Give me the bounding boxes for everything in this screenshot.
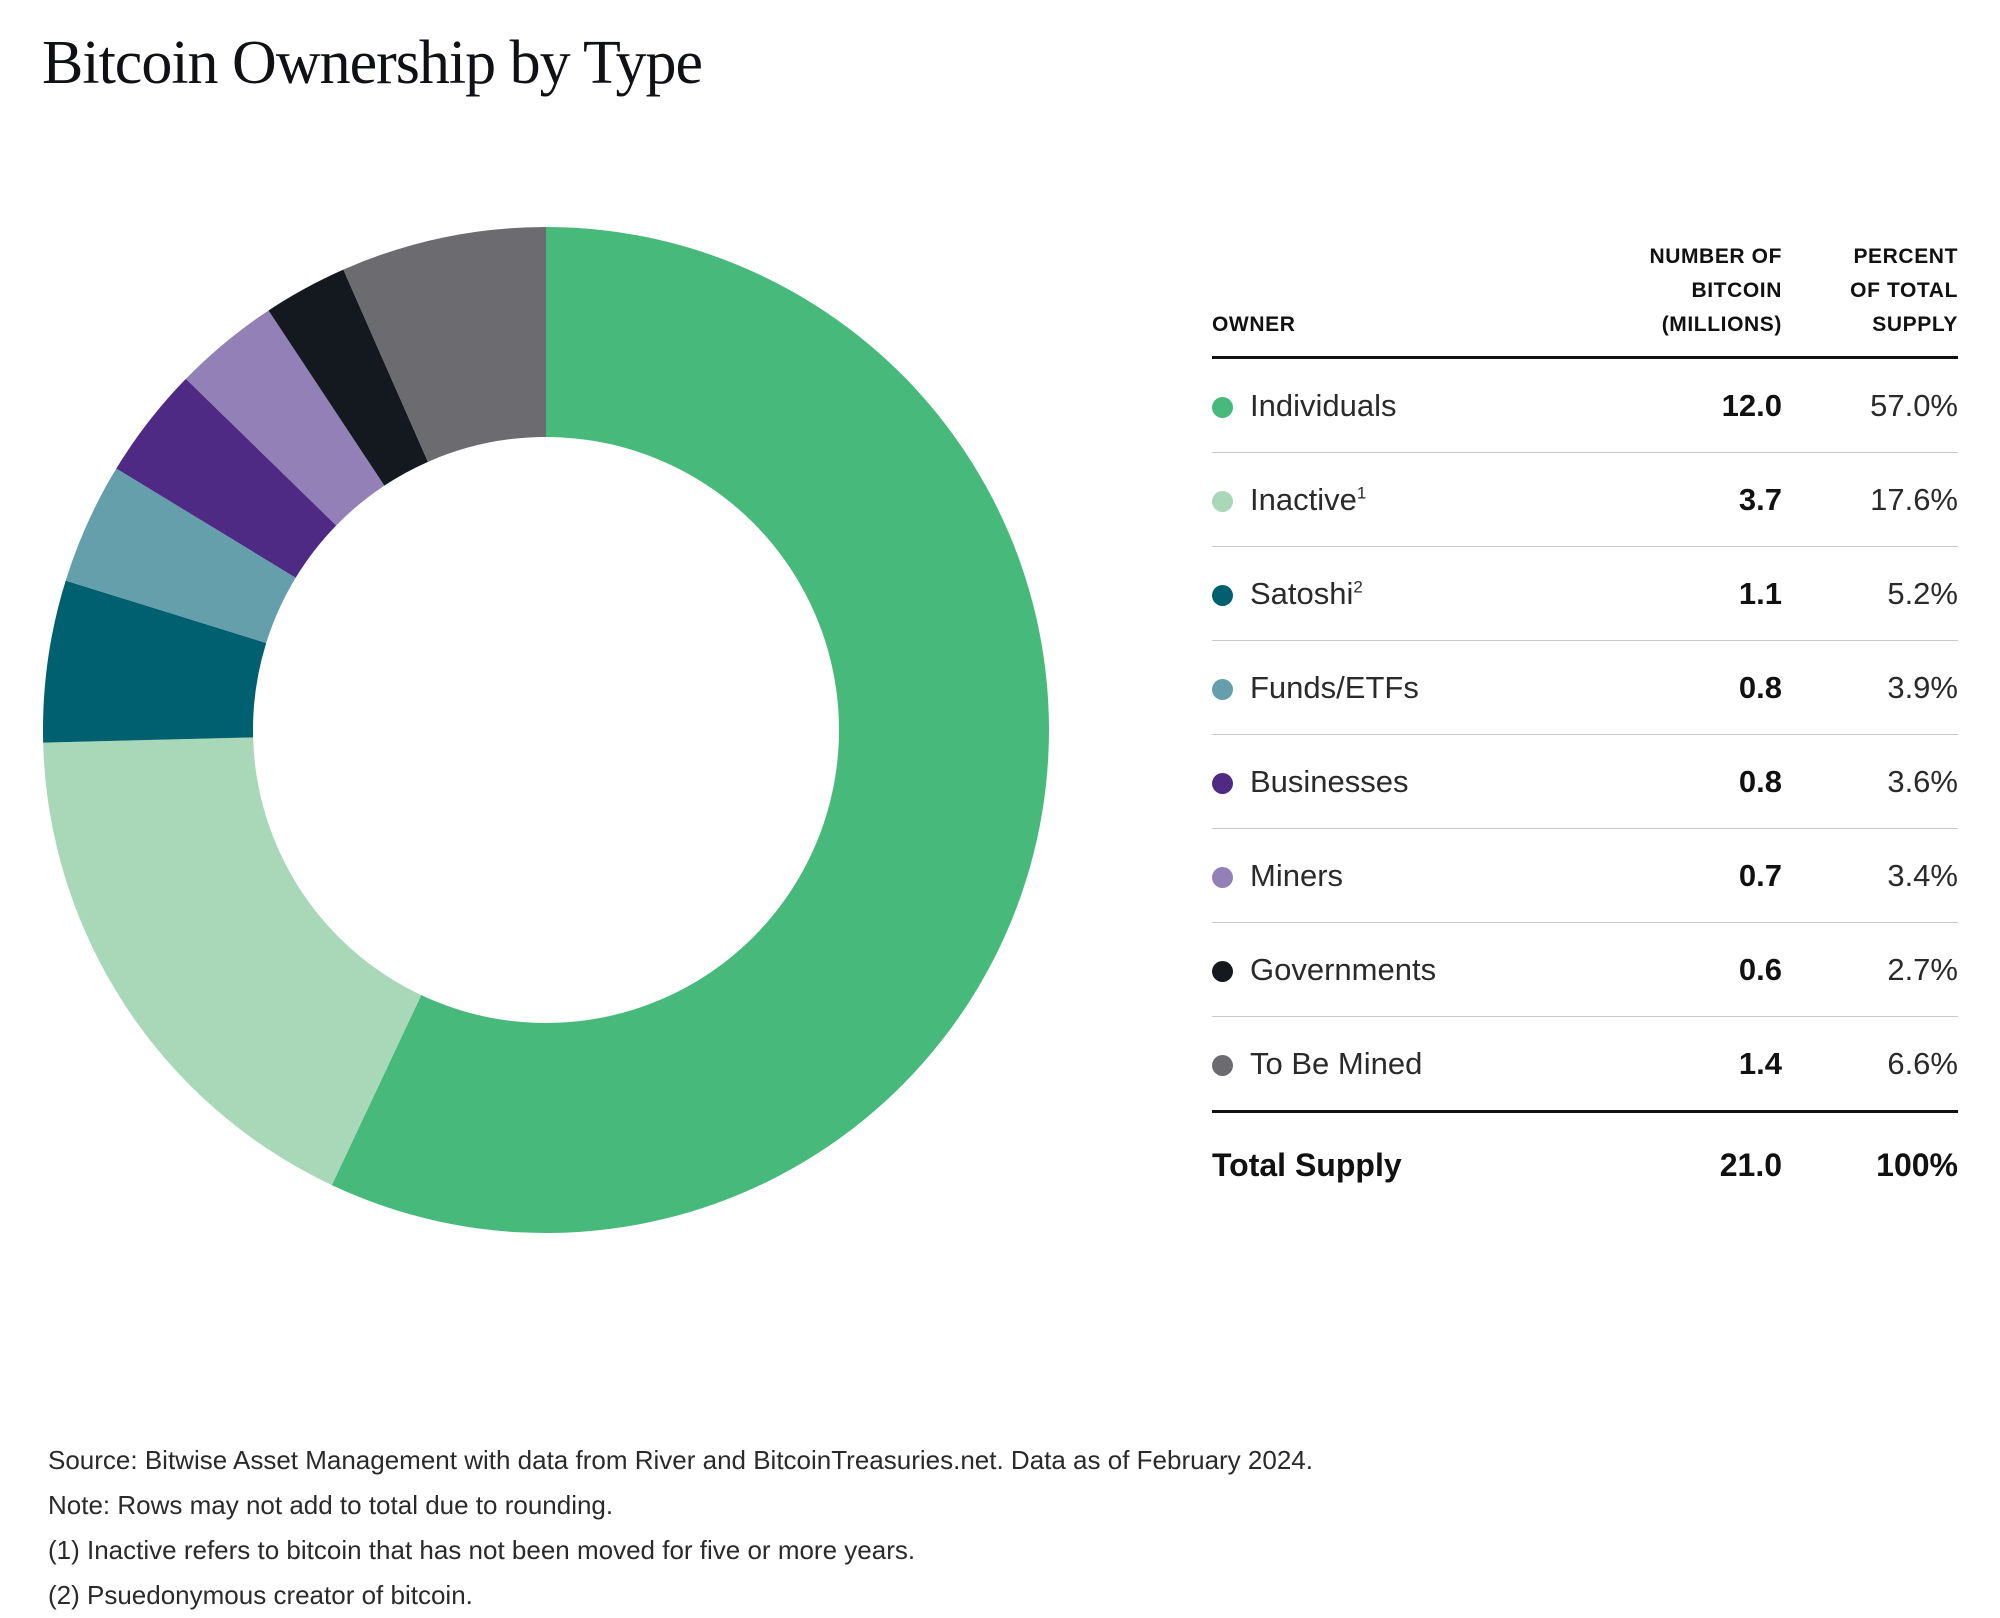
table-row: Satoshi2 1.1 5.2%: [1212, 547, 1958, 641]
donut-slice-businesses: [116, 378, 337, 578]
owner-name: Funds/ETFs: [1250, 641, 1419, 734]
donut-chart: [43, 227, 1049, 1233]
header-percent-line: SUPPLY: [1872, 313, 1958, 336]
bitcoin-millions-value: 0.8: [1738, 764, 1782, 799]
owner-name: Governments: [1250, 923, 1436, 1016]
legend-dot-icon: [1212, 961, 1233, 982]
footnote-marker: 2: [1353, 577, 1363, 597]
bitcoin-millions-value: 12.0: [1721, 388, 1782, 423]
owner-name-text: Inactive: [1250, 482, 1357, 517]
legend-dot-icon: [1212, 491, 1233, 512]
total-number: 21.0: [1719, 1147, 1782, 1183]
percent-value: 57.0%: [1870, 388, 1958, 423]
table-row: Individuals 12.0 57.0%: [1212, 359, 1958, 453]
legend-dot-icon: [1212, 585, 1233, 606]
donut-slice-to-be-mined: [343, 227, 546, 462]
owner-name: Miners: [1250, 829, 1343, 922]
owner-name-text: Businesses: [1250, 764, 1409, 799]
percent-value: 2.7%: [1887, 952, 1958, 987]
owner-name-text: Satoshi: [1250, 576, 1354, 611]
percent-value: 3.4%: [1887, 858, 1958, 893]
table-row: To Be Mined 1.4 6.6%: [1212, 1017, 1958, 1113]
table-header: OWNER NUMBER OF BITCOIN (MILLIONS) PERCE…: [1212, 240, 1958, 359]
table-row: Funds/ETFs 0.8 3.9%: [1212, 641, 1958, 735]
owner-name-text: To Be Mined: [1250, 1046, 1423, 1081]
legend-dot-icon: [1212, 1055, 1233, 1076]
footnotes: Source: Bitwise Asset Management with da…: [48, 1438, 1313, 1618]
footnote-1: (1) Inactive refers to bitcoin that has …: [48, 1535, 916, 1565]
bitcoin-millions-value: 0.7: [1738, 858, 1782, 893]
header-number-line: BITCOIN: [1691, 279, 1782, 302]
owner-name-text: Funds/ETFs: [1250, 670, 1419, 705]
percent-value: 17.6%: [1870, 482, 1958, 517]
source-note: Source: Bitwise Asset Management with da…: [48, 1445, 1313, 1475]
footnote-2: (2) Psuedonymous creator of bitcoin.: [48, 1580, 473, 1610]
ownership-table: OWNER NUMBER OF BITCOIN (MILLIONS) PERCE…: [1212, 240, 1958, 1217]
bitcoin-millions-value: 0.8: [1738, 670, 1782, 705]
donut-slice-inactive: [43, 737, 422, 1186]
owner-name-text: Individuals: [1250, 388, 1397, 423]
donut-slice-governments: [268, 269, 428, 486]
chart-title: Bitcoin Ownership by Type: [42, 29, 703, 97]
header-percent-of-total-supply: PERCENT OF TOTAL SUPPLY: [1798, 240, 1958, 342]
legend-dot-icon: [1212, 773, 1233, 794]
owner-name-text: Miners: [1250, 858, 1344, 893]
owner-name-text: Governments: [1250, 952, 1437, 987]
total-row: Total Supply 21.0 100%: [1212, 1113, 1958, 1217]
header-number-of-bitcoin: NUMBER OF BITCOIN (MILLIONS): [1582, 240, 1782, 342]
table-row: Inactive1 3.7 17.6%: [1212, 453, 1958, 547]
header-number-line: (MILLIONS): [1661, 313, 1782, 336]
bitcoin-millions-value: 1.1: [1738, 576, 1782, 611]
percent-value: 3.9%: [1887, 670, 1958, 705]
table-row: Miners 0.7 3.4%: [1212, 829, 1958, 923]
donut-slice-satoshi: [43, 580, 267, 743]
donut-slice-funds-etfs: [65, 468, 296, 643]
bitcoin-millions-value: 3.7: [1738, 482, 1782, 517]
header-percent-line: PERCENT: [1853, 245, 1958, 268]
percent-value: 5.2%: [1887, 576, 1958, 611]
bitcoin-millions-value: 1.4: [1738, 1046, 1782, 1081]
header-owner: OWNER: [1212, 313, 1296, 336]
owner-name: To Be Mined: [1250, 1017, 1422, 1110]
percent-value: 3.6%: [1887, 764, 1958, 799]
total-label: Total Supply: [1212, 1147, 1402, 1183]
bitcoin-millions-value: 0.6: [1738, 952, 1782, 987]
table-row: Governments 0.6 2.7%: [1212, 923, 1958, 1017]
owner-name: Inactive1: [1250, 453, 1366, 546]
table-row: Businesses 0.8 3.6%: [1212, 735, 1958, 829]
footnote-marker: 1: [1356, 483, 1367, 503]
owner-name: Businesses: [1250, 735, 1409, 828]
donut-slice-individuals: [331, 227, 1049, 1233]
legend-dot-icon: [1212, 867, 1233, 888]
donut-slice-miners: [185, 310, 385, 526]
rounding-note: Note: Rows may not add to total due to r…: [48, 1490, 614, 1520]
total-percent: 100%: [1876, 1147, 1958, 1183]
percent-value: 6.6%: [1887, 1046, 1958, 1081]
header-percent-line: OF TOTAL: [1850, 279, 1958, 302]
header-number-line: NUMBER OF: [1649, 245, 1782, 268]
legend-dot-icon: [1212, 679, 1233, 700]
legend-dot-icon: [1212, 397, 1233, 418]
table-body: Individuals 12.0 57.0% Inactive1 3.7 17.6% Sat…: [1212, 359, 1958, 1113]
owner-name: Satoshi2: [1250, 547, 1363, 640]
owner-name: Individuals: [1250, 359, 1396, 452]
